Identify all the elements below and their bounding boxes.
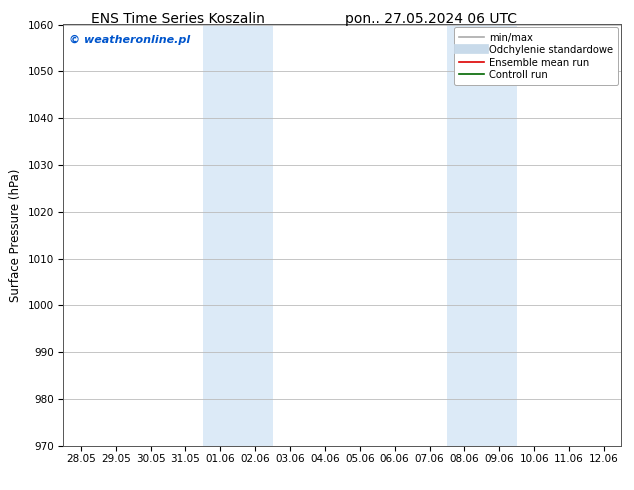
Bar	[447, 24, 517, 446]
Y-axis label: Surface Pressure (hPa): Surface Pressure (hPa)	[9, 169, 22, 302]
Text: ENS Time Series Koszalin: ENS Time Series Koszalin	[91, 12, 264, 26]
Bar	[203, 24, 273, 446]
Text: pon.. 27.05.2024 06 UTC: pon.. 27.05.2024 06 UTC	[345, 12, 517, 26]
Legend: min/max, Odchylenie standardowe, Ensemble mean run, Controll run: min/max, Odchylenie standardowe, Ensembl…	[454, 27, 618, 85]
Text: © weatheronline.pl: © weatheronline.pl	[69, 35, 190, 45]
